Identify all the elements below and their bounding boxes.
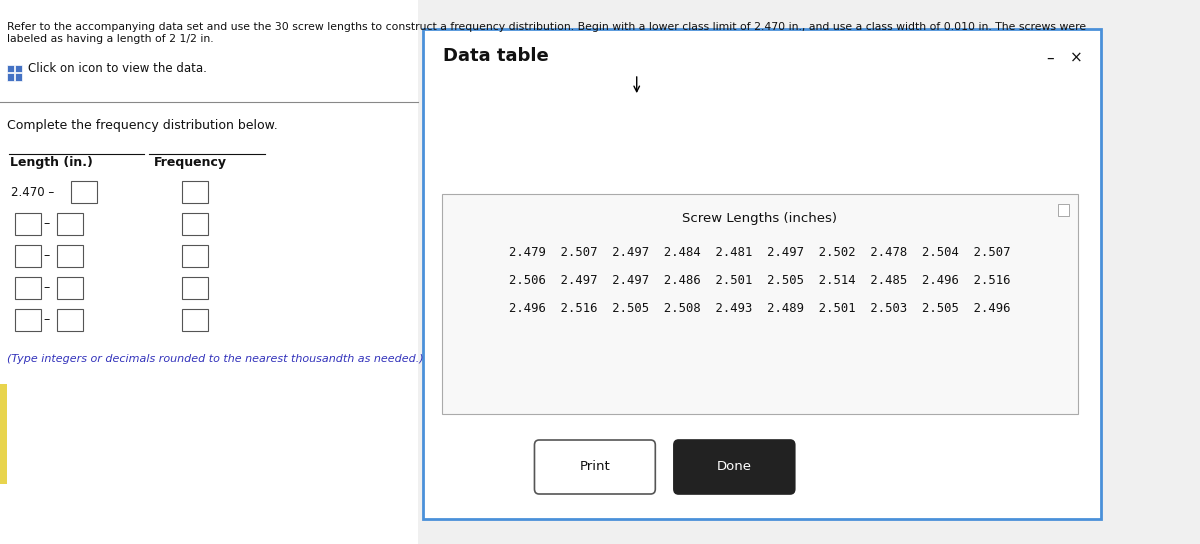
Text: 2.470 –: 2.470 – (11, 186, 54, 199)
Text: –: – (1046, 51, 1054, 66)
FancyBboxPatch shape (56, 277, 83, 299)
Text: Frequency: Frequency (154, 156, 227, 169)
FancyBboxPatch shape (0, 0, 419, 544)
Text: ×: × (1070, 51, 1082, 66)
FancyBboxPatch shape (7, 73, 14, 81)
FancyBboxPatch shape (7, 65, 14, 72)
FancyBboxPatch shape (1057, 204, 1069, 216)
Text: Data table: Data table (443, 47, 550, 65)
Text: (Type integers or decimals rounded to the nearest thousandth as needed.): (Type integers or decimals rounded to th… (7, 354, 424, 364)
FancyBboxPatch shape (16, 65, 23, 72)
Text: Print: Print (580, 461, 611, 473)
Text: Click on icon to view the data.: Click on icon to view the data. (28, 61, 206, 75)
Text: Screw Lengths (inches): Screw Lengths (inches) (683, 212, 838, 225)
FancyBboxPatch shape (16, 73, 23, 81)
FancyBboxPatch shape (182, 309, 209, 331)
Text: –: – (43, 218, 49, 231)
FancyBboxPatch shape (56, 213, 83, 235)
Text: Done: Done (716, 461, 752, 473)
Text: 2.506  2.497  2.497  2.486  2.501  2.505  2.514  2.485  2.496  2.516: 2.506 2.497 2.497 2.486 2.501 2.505 2.51… (509, 274, 1010, 287)
FancyBboxPatch shape (14, 309, 41, 331)
Text: Refer to the accompanying data set and use the 30 screw lengths to construct a f: Refer to the accompanying data set and u… (7, 22, 1086, 44)
Text: Complete the frequency distribution below.: Complete the frequency distribution belo… (7, 119, 278, 132)
Text: Length (in.): Length (in.) (10, 156, 92, 169)
FancyBboxPatch shape (56, 245, 83, 267)
FancyBboxPatch shape (182, 213, 209, 235)
FancyBboxPatch shape (534, 440, 655, 494)
Text: –: – (43, 281, 49, 294)
FancyBboxPatch shape (422, 29, 1102, 519)
Text: –: – (43, 313, 49, 326)
FancyBboxPatch shape (56, 309, 83, 331)
Text: 2.496  2.516  2.505  2.508  2.493  2.489  2.501  2.503  2.505  2.496: 2.496 2.516 2.505 2.508 2.493 2.489 2.50… (509, 302, 1010, 315)
FancyBboxPatch shape (14, 213, 41, 235)
FancyBboxPatch shape (182, 245, 209, 267)
FancyBboxPatch shape (71, 181, 97, 203)
Text: 2.479  2.507  2.497  2.484  2.481  2.497  2.502  2.478  2.504  2.507: 2.479 2.507 2.497 2.484 2.481 2.497 2.50… (509, 246, 1010, 259)
FancyBboxPatch shape (182, 277, 209, 299)
FancyBboxPatch shape (182, 181, 209, 203)
FancyBboxPatch shape (14, 245, 41, 267)
FancyBboxPatch shape (0, 384, 6, 484)
FancyBboxPatch shape (442, 194, 1079, 414)
Text: –: – (43, 250, 49, 263)
FancyBboxPatch shape (674, 440, 794, 494)
FancyBboxPatch shape (14, 277, 41, 299)
